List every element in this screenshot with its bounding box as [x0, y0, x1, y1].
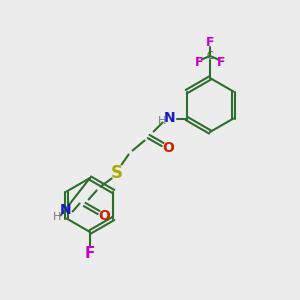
Text: O: O: [99, 208, 111, 223]
Text: H: H: [52, 212, 61, 221]
Text: H: H: [158, 116, 166, 127]
Text: S: S: [111, 164, 123, 181]
Text: N: N: [60, 203, 71, 218]
Text: C: C: [207, 51, 213, 61]
Text: O: O: [163, 140, 175, 154]
Text: F: F: [206, 37, 214, 50]
Text: N: N: [164, 110, 176, 124]
Text: F: F: [194, 56, 203, 69]
Text: F: F: [217, 56, 226, 69]
Text: F: F: [85, 245, 95, 260]
